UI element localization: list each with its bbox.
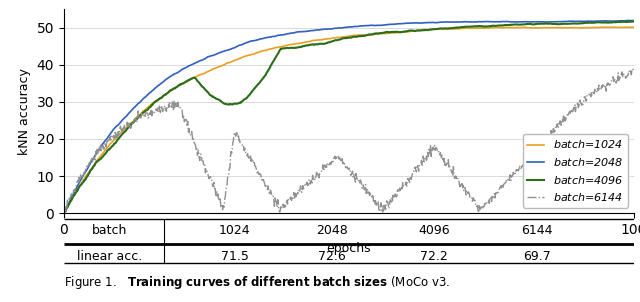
$\mathit{batch}$=6144 <box>515 169 522 173</box>
$\mathit{batch}$=4096 <box>630 20 637 23</box>
$\mathit{batch}$=4096 <box>451 26 459 30</box>
$\mathit{batch}$=4096 <box>60 211 68 215</box>
$\mathit{batch}$=2048 <box>504 20 512 23</box>
$\mathit{batch}$=2048 <box>60 211 68 215</box>
Text: 4096: 4096 <box>419 224 450 237</box>
$\mathit{batch}$=4096 <box>515 23 522 27</box>
Text: 1024: 1024 <box>219 224 251 237</box>
Text: Figure 1.   $\bf{Training\ curves\ of\ different\ batch\ sizes}$ (MoCo v3.: Figure 1. $\bf{Training\ curves\ of\ dif… <box>64 274 451 291</box>
$\mathit{batch}$=4096 <box>504 23 512 27</box>
$\mathit{batch}$=6144 <box>291 192 298 196</box>
$\mathit{batch}$=6144 <box>451 176 459 180</box>
$\mathit{batch}$=4096 <box>118 132 126 136</box>
$\mathit{batch}$=1024 <box>311 39 319 42</box>
$\mathit{batch}$=2048 <box>311 28 319 32</box>
$\mathit{batch}$=2048 <box>625 19 632 22</box>
Line: $\mathit{batch}$=6144: $\mathit{batch}$=6144 <box>64 69 634 213</box>
Line: $\mathit{batch}$=1024: $\mathit{batch}$=1024 <box>64 27 634 213</box>
$\mathit{batch}$=6144 <box>504 177 512 180</box>
$\mathit{batch}$=6144 <box>118 126 126 130</box>
$\mathit{batch}$=2048 <box>451 20 459 24</box>
Text: 2048: 2048 <box>316 224 348 237</box>
Legend: $\mathit{batch}$=1024, $\mathit{batch}$=2048, $\mathit{batch}$=4096, $\mathit{ba: $\mathit{batch}$=1024, $\mathit{batch}$=… <box>523 134 628 207</box>
Text: 69.7: 69.7 <box>523 250 550 263</box>
$\mathit{batch}$=1024 <box>504 26 512 29</box>
$\mathit{batch}$=6144 <box>628 67 636 70</box>
Text: 72.2: 72.2 <box>420 250 448 263</box>
Text: 71.5: 71.5 <box>221 250 249 263</box>
$\mathit{batch}$=4096 <box>629 20 637 23</box>
$\mathit{batch}$=1024 <box>630 25 637 29</box>
Text: batch: batch <box>92 224 127 237</box>
$\mathit{batch}$=2048 <box>630 19 637 22</box>
$\mathit{batch}$=2048 <box>118 118 126 122</box>
Line: $\mathit{batch}$=2048: $\mathit{batch}$=2048 <box>64 21 634 213</box>
$\mathit{batch}$=2048 <box>291 31 298 35</box>
$\mathit{batch}$=6144 <box>60 211 68 215</box>
Y-axis label: kNN accuracy: kNN accuracy <box>18 68 31 155</box>
$\mathit{batch}$=1024 <box>451 27 459 31</box>
$\mathit{batch}$=1024 <box>118 130 126 134</box>
$\mathit{batch}$=6144 <box>311 178 319 182</box>
$\mathit{batch}$=4096 <box>311 43 319 46</box>
Line: $\mathit{batch}$=4096: $\mathit{batch}$=4096 <box>64 21 634 213</box>
X-axis label: epochs: epochs <box>326 243 371 255</box>
$\mathit{batch}$=1024 <box>291 42 298 46</box>
Text: 72.6: 72.6 <box>318 250 346 263</box>
$\mathit{batch}$=2048 <box>515 20 522 24</box>
$\mathit{batch}$=6144 <box>630 70 637 74</box>
$\mathit{batch}$=1024 <box>625 25 632 29</box>
$\mathit{batch}$=1024 <box>60 211 68 215</box>
Text: linear acc.: linear acc. <box>77 250 142 263</box>
Text: 6144: 6144 <box>521 224 552 237</box>
$\mathit{batch}$=1024 <box>515 26 522 29</box>
$\mathit{batch}$=4096 <box>291 46 298 50</box>
